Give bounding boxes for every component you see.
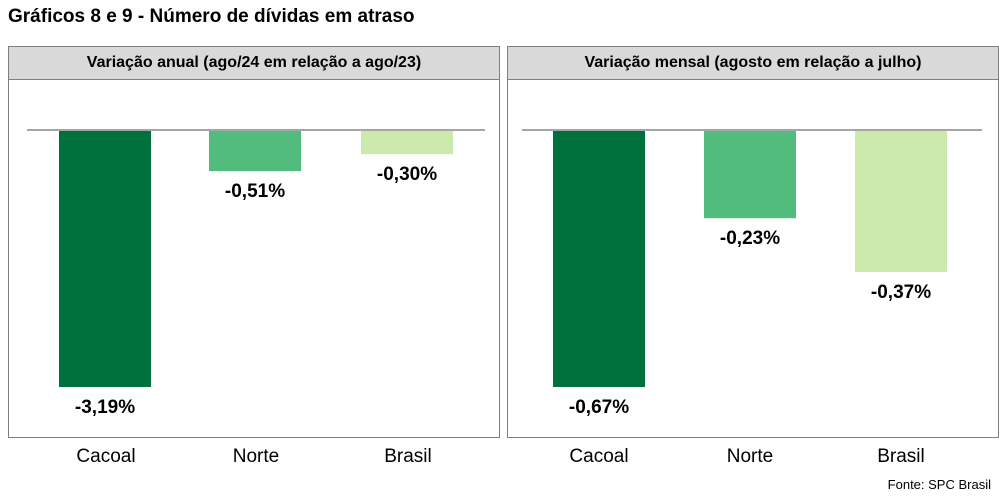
chart-title: Gráficos 8 e 9 - Número de dívidas em at… [8, 6, 415, 27]
category-label-cacoal: Cacoal [76, 446, 136, 467]
category-label-brasil: Brasil [877, 446, 925, 467]
category-label-brasil: Brasil [384, 446, 432, 467]
data-label-cacoal: -3,19% [75, 397, 135, 418]
bar-norte [209, 130, 301, 172]
bar-brasil [855, 130, 947, 272]
bar-norte [704, 130, 796, 219]
bar-brasil [361, 130, 453, 155]
bar-cacoal [553, 130, 645, 387]
category-label-norte: Norte [232, 446, 280, 467]
data-label-brasil: -0,37% [871, 282, 931, 303]
monthly-category-axis: Cacoal Norte Brasil [507, 446, 999, 472]
category-label-cacoal: Cacoal [569, 446, 629, 467]
data-label-norte: -0,51% [225, 181, 285, 202]
source-note: Fonte: SPC Brasil [887, 477, 991, 492]
data-label-norte: -0,23% [720, 228, 780, 249]
annual-category-axis: Cacoal Norte Brasil [8, 446, 500, 472]
data-label-cacoal: -0,67% [569, 397, 629, 418]
monthly-chart-panel: Variação mensal (agosto em relação a jul… [507, 46, 999, 438]
monthly-chart-title: Variação mensal (agosto em relação a jul… [508, 47, 998, 80]
data-label-brasil: -0,30% [377, 164, 437, 185]
category-label-norte: Norte [726, 446, 774, 467]
bar-cacoal [59, 130, 151, 387]
annual-chart-panel: Variação anual (ago/24 em relação a ago/… [8, 46, 500, 438]
annual-chart-title: Variação anual (ago/24 em relação a ago/… [9, 47, 499, 80]
annual-chart-plot: -3,19% -0,51% -0,30% [27, 129, 485, 418]
monthly-chart-plot: -0,67% -0,23% -0,37% [522, 129, 982, 418]
